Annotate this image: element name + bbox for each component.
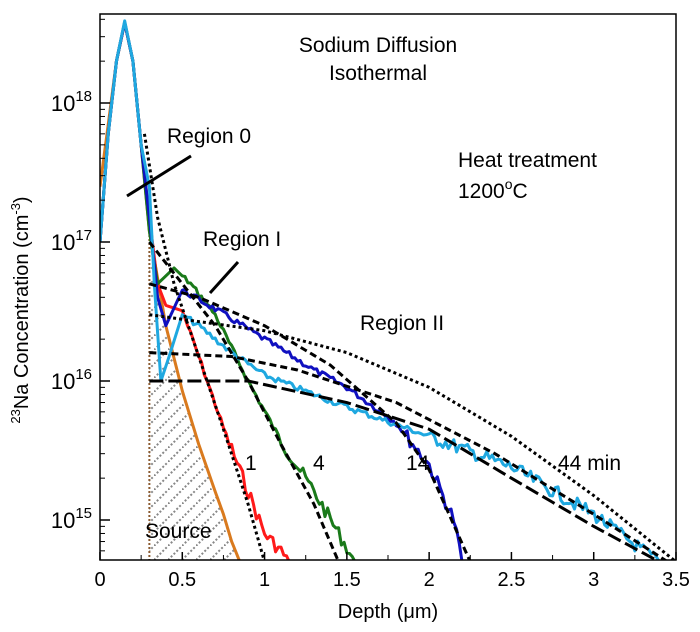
x-tick-label: 0 (94, 569, 105, 591)
fit-line-4 (149, 351, 668, 560)
fit-line-5 (149, 379, 660, 560)
fit-line-2 (148, 282, 472, 560)
y-axis-label: 23Na Concentration (cm-3) (8, 196, 33, 423)
fit-line-0 (142, 133, 266, 560)
y-tick-label: 1018 (51, 88, 92, 116)
title-line-2: Isothermal (329, 62, 427, 85)
y-tick-label: 1016 (51, 366, 92, 394)
region-1-label: Region I (203, 228, 281, 251)
x-tick-label: 3 (588, 569, 599, 591)
x-tick-label: 1.5 (333, 569, 361, 591)
fit-line-3 (149, 313, 676, 560)
x-axis-label: Depth (μm) (338, 601, 438, 623)
curve-label-4: 4 (313, 452, 325, 475)
x-tick-label: 2.5 (498, 569, 526, 591)
x-tick-label: 2 (424, 569, 435, 591)
curve-label-1: 1 (245, 452, 257, 475)
region-1-pointer (208, 260, 240, 295)
source-label: Source (145, 520, 212, 543)
treatment-label: Heat treatment (458, 149, 597, 172)
title-line-1: Sodium Diffusion (299, 34, 457, 57)
x-tick-label: 1 (259, 569, 270, 591)
x-tick-label: 0.5 (168, 569, 196, 591)
x-tick-label: 3.5 (662, 569, 690, 591)
temperature-label: 1200oC (458, 176, 528, 203)
region-0-pointer (126, 154, 192, 198)
curve-label-14: 14 (406, 452, 430, 475)
source-hatch-area (149, 230, 240, 560)
curve-label-44: 44 min (558, 452, 621, 475)
region-0-label: Region 0 (167, 125, 251, 148)
region-2-label: Region II (360, 312, 444, 335)
y-tick-label: 1015 (51, 505, 92, 533)
series-line-44-min (100, 19, 661, 560)
y-tick-label: 1017 (51, 227, 92, 255)
